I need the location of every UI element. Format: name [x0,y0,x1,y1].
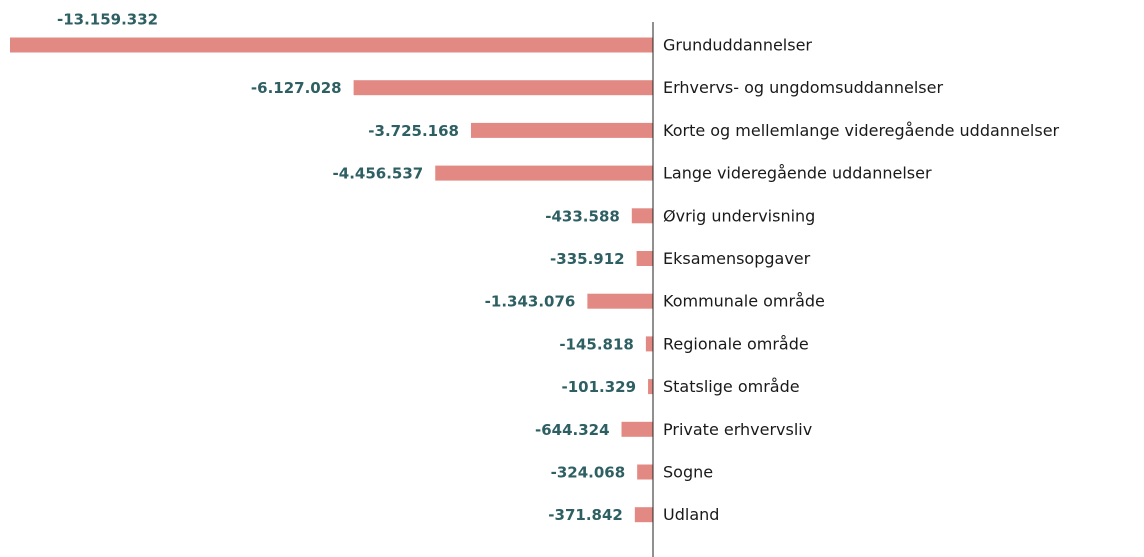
bar [634,507,653,523]
category-label: Regionale område [663,334,809,353]
category-label: Private erhvervsliv [663,420,812,439]
value-label: -371.842 [548,506,623,524]
bar [636,251,653,266]
bar [470,122,653,138]
category-label: Statslige område [663,377,800,396]
value-label: -6.127.028 [251,79,342,97]
value-label: -3.725.168 [368,122,459,140]
bar [631,208,653,224]
value-label: -335.912 [550,250,625,268]
value-label: -145.818 [559,335,634,353]
category-label: Sogne [663,463,713,482]
bar [637,464,653,480]
category-label: Kommunale område [663,292,825,311]
value-label: -13.159.332 [57,11,158,29]
category-label: Lange videregående uddannelser [663,164,932,183]
category-label: Korte og mellemlange videregående uddann… [663,121,1060,140]
value-label: -324.068 [551,464,626,482]
bar [435,165,653,181]
category-label: Eksamensopgaver [663,249,811,268]
bar [9,37,654,53]
category-label: Øvrig undervisning [663,206,815,225]
value-label: -4.456.537 [333,165,424,183]
category-label: Udland [663,505,719,524]
bar [621,421,653,437]
value-label: -644.324 [535,421,610,439]
bar [645,336,653,352]
category-label: Erhvervs- og ungdomsuddannelser [663,78,943,97]
value-label: -101.329 [562,378,637,396]
bar [353,80,653,96]
bar [587,293,653,309]
value-label: -1.343.076 [485,293,576,311]
value-label: -433.588 [545,207,620,225]
bar [648,379,653,395]
category-label: Grunduddannelser [663,36,812,55]
